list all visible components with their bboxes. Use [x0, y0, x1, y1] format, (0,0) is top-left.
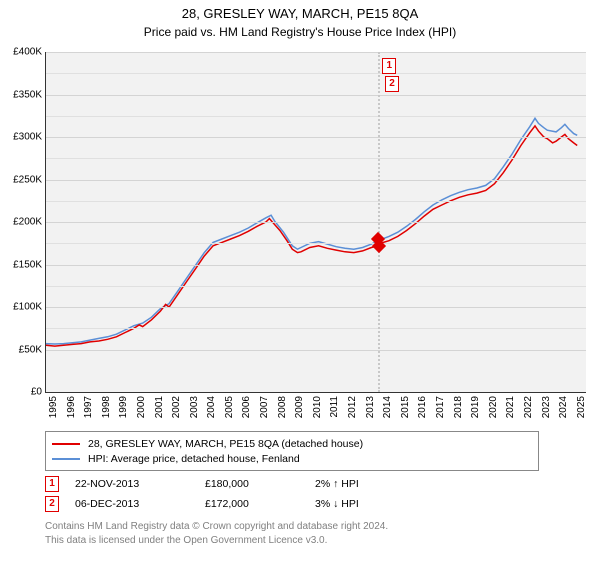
legend-item: 28, GRESLEY WAY, MARCH, PE15 8QA (detach…: [52, 436, 532, 451]
transactions-table: 1 22-NOV-2013£180,0002% ↑ HPI 2 06-DEC-2013…: [45, 474, 425, 514]
gridline: [46, 307, 586, 308]
chart-title: 28, GRESLEY WAY, MARCH, PE15 8QA: [0, 6, 600, 21]
series-hpi: [46, 118, 577, 344]
x-axis-label: 2022: [523, 396, 534, 418]
footer-line2: This data is licensed under the Open Gov…: [45, 534, 388, 548]
legend-swatch: [52, 443, 80, 445]
transaction-marker: 2: [45, 496, 59, 512]
x-axis-label: 2005: [224, 396, 235, 418]
y-axis-label: £150K: [0, 259, 42, 270]
event-guideline: [378, 52, 380, 392]
x-axis-label: 2007: [259, 396, 270, 418]
y-axis-label: £50K: [0, 344, 42, 355]
gridline-minor: [46, 286, 586, 287]
transaction-date: 22-NOV-2013: [75, 478, 205, 490]
gridline-minor: [46, 158, 586, 159]
x-axis-label: 2023: [541, 396, 552, 418]
y-axis-label: £350K: [0, 89, 42, 100]
gridline-minor: [46, 243, 586, 244]
gridline: [46, 180, 586, 181]
x-axis-label: 2001: [154, 396, 165, 418]
x-axis-label: 2006: [241, 396, 252, 418]
transaction-date: 06-DEC-2013: [75, 498, 205, 510]
gridline-minor: [46, 116, 586, 117]
y-axis-label: £100K: [0, 302, 42, 313]
gridline: [46, 350, 586, 351]
x-axis-label: 2016: [417, 396, 428, 418]
y-axis-label: £400K: [0, 47, 42, 58]
x-axis-label: 2018: [453, 396, 464, 418]
footer-line1: Contains HM Land Registry data © Crown c…: [45, 520, 388, 534]
gridline-minor: [46, 73, 586, 74]
x-axis-label: 2009: [294, 396, 305, 418]
x-axis-label: 2002: [171, 396, 182, 418]
x-axis-label: 2021: [505, 396, 516, 418]
chart-subtitle: Price paid vs. HM Land Registry's House …: [0, 25, 600, 39]
chart-container: 28, GRESLEY WAY, MARCH, PE15 8QA Price p…: [0, 6, 600, 566]
gridline: [46, 137, 586, 138]
x-axis-label: 2025: [576, 396, 587, 418]
plot-area: 12: [45, 52, 586, 393]
event-marker: 1: [382, 58, 396, 74]
gridline-minor: [46, 201, 586, 202]
legend-swatch: [52, 458, 80, 460]
x-axis-label: 2017: [435, 396, 446, 418]
x-axis-label: 2020: [488, 396, 499, 418]
transaction-hpi: 3% ↓ HPI: [315, 498, 425, 510]
transaction-row: 2 06-DEC-2013£172,0003% ↓ HPI: [45, 494, 425, 514]
event-marker: 2: [385, 76, 399, 92]
y-axis-label: £0: [0, 387, 42, 398]
transaction-row: 1 22-NOV-2013£180,0002% ↑ HPI: [45, 474, 425, 494]
x-axis-label: 2004: [206, 396, 217, 418]
x-axis-label: 2010: [312, 396, 323, 418]
x-axis-label: 1997: [83, 396, 94, 418]
y-axis-label: £200K: [0, 217, 42, 228]
x-axis-label: 2012: [347, 396, 358, 418]
x-axis-label: 1998: [101, 396, 112, 418]
gridline: [46, 95, 586, 96]
gridline: [46, 265, 586, 266]
x-axis-label: 2013: [365, 396, 376, 418]
footer-attribution: Contains HM Land Registry data © Crown c…: [45, 520, 388, 547]
transaction-marker: 1: [45, 476, 59, 492]
legend-label: 28, GRESLEY WAY, MARCH, PE15 8QA (detach…: [88, 438, 363, 450]
gridline: [46, 222, 586, 223]
transaction-price: £180,000: [205, 478, 315, 490]
transaction-hpi: 2% ↑ HPI: [315, 478, 425, 490]
y-axis-label: £250K: [0, 174, 42, 185]
x-axis-label: 2003: [189, 396, 200, 418]
gridline: [46, 52, 586, 53]
legend-item: HPI: Average price, detached house, Fenl…: [52, 451, 532, 466]
y-axis-label: £300K: [0, 132, 42, 143]
legend: 28, GRESLEY WAY, MARCH, PE15 8QA (detach…: [45, 431, 539, 471]
x-axis-label: 2008: [277, 396, 288, 418]
x-axis-label: 1996: [66, 396, 77, 418]
x-axis-label: 2011: [329, 396, 340, 418]
x-axis-label: 2000: [136, 396, 147, 418]
legend-label: HPI: Average price, detached house, Fenl…: [88, 453, 300, 465]
transaction-price: £172,000: [205, 498, 315, 510]
x-axis-label: 2024: [558, 396, 569, 418]
x-axis-label: 2019: [470, 396, 481, 418]
x-axis-label: 1999: [118, 396, 129, 418]
x-axis-label: 2014: [382, 396, 393, 418]
gridline-minor: [46, 328, 586, 329]
x-axis-label: 1995: [48, 396, 59, 418]
x-axis-label: 2015: [400, 396, 411, 418]
